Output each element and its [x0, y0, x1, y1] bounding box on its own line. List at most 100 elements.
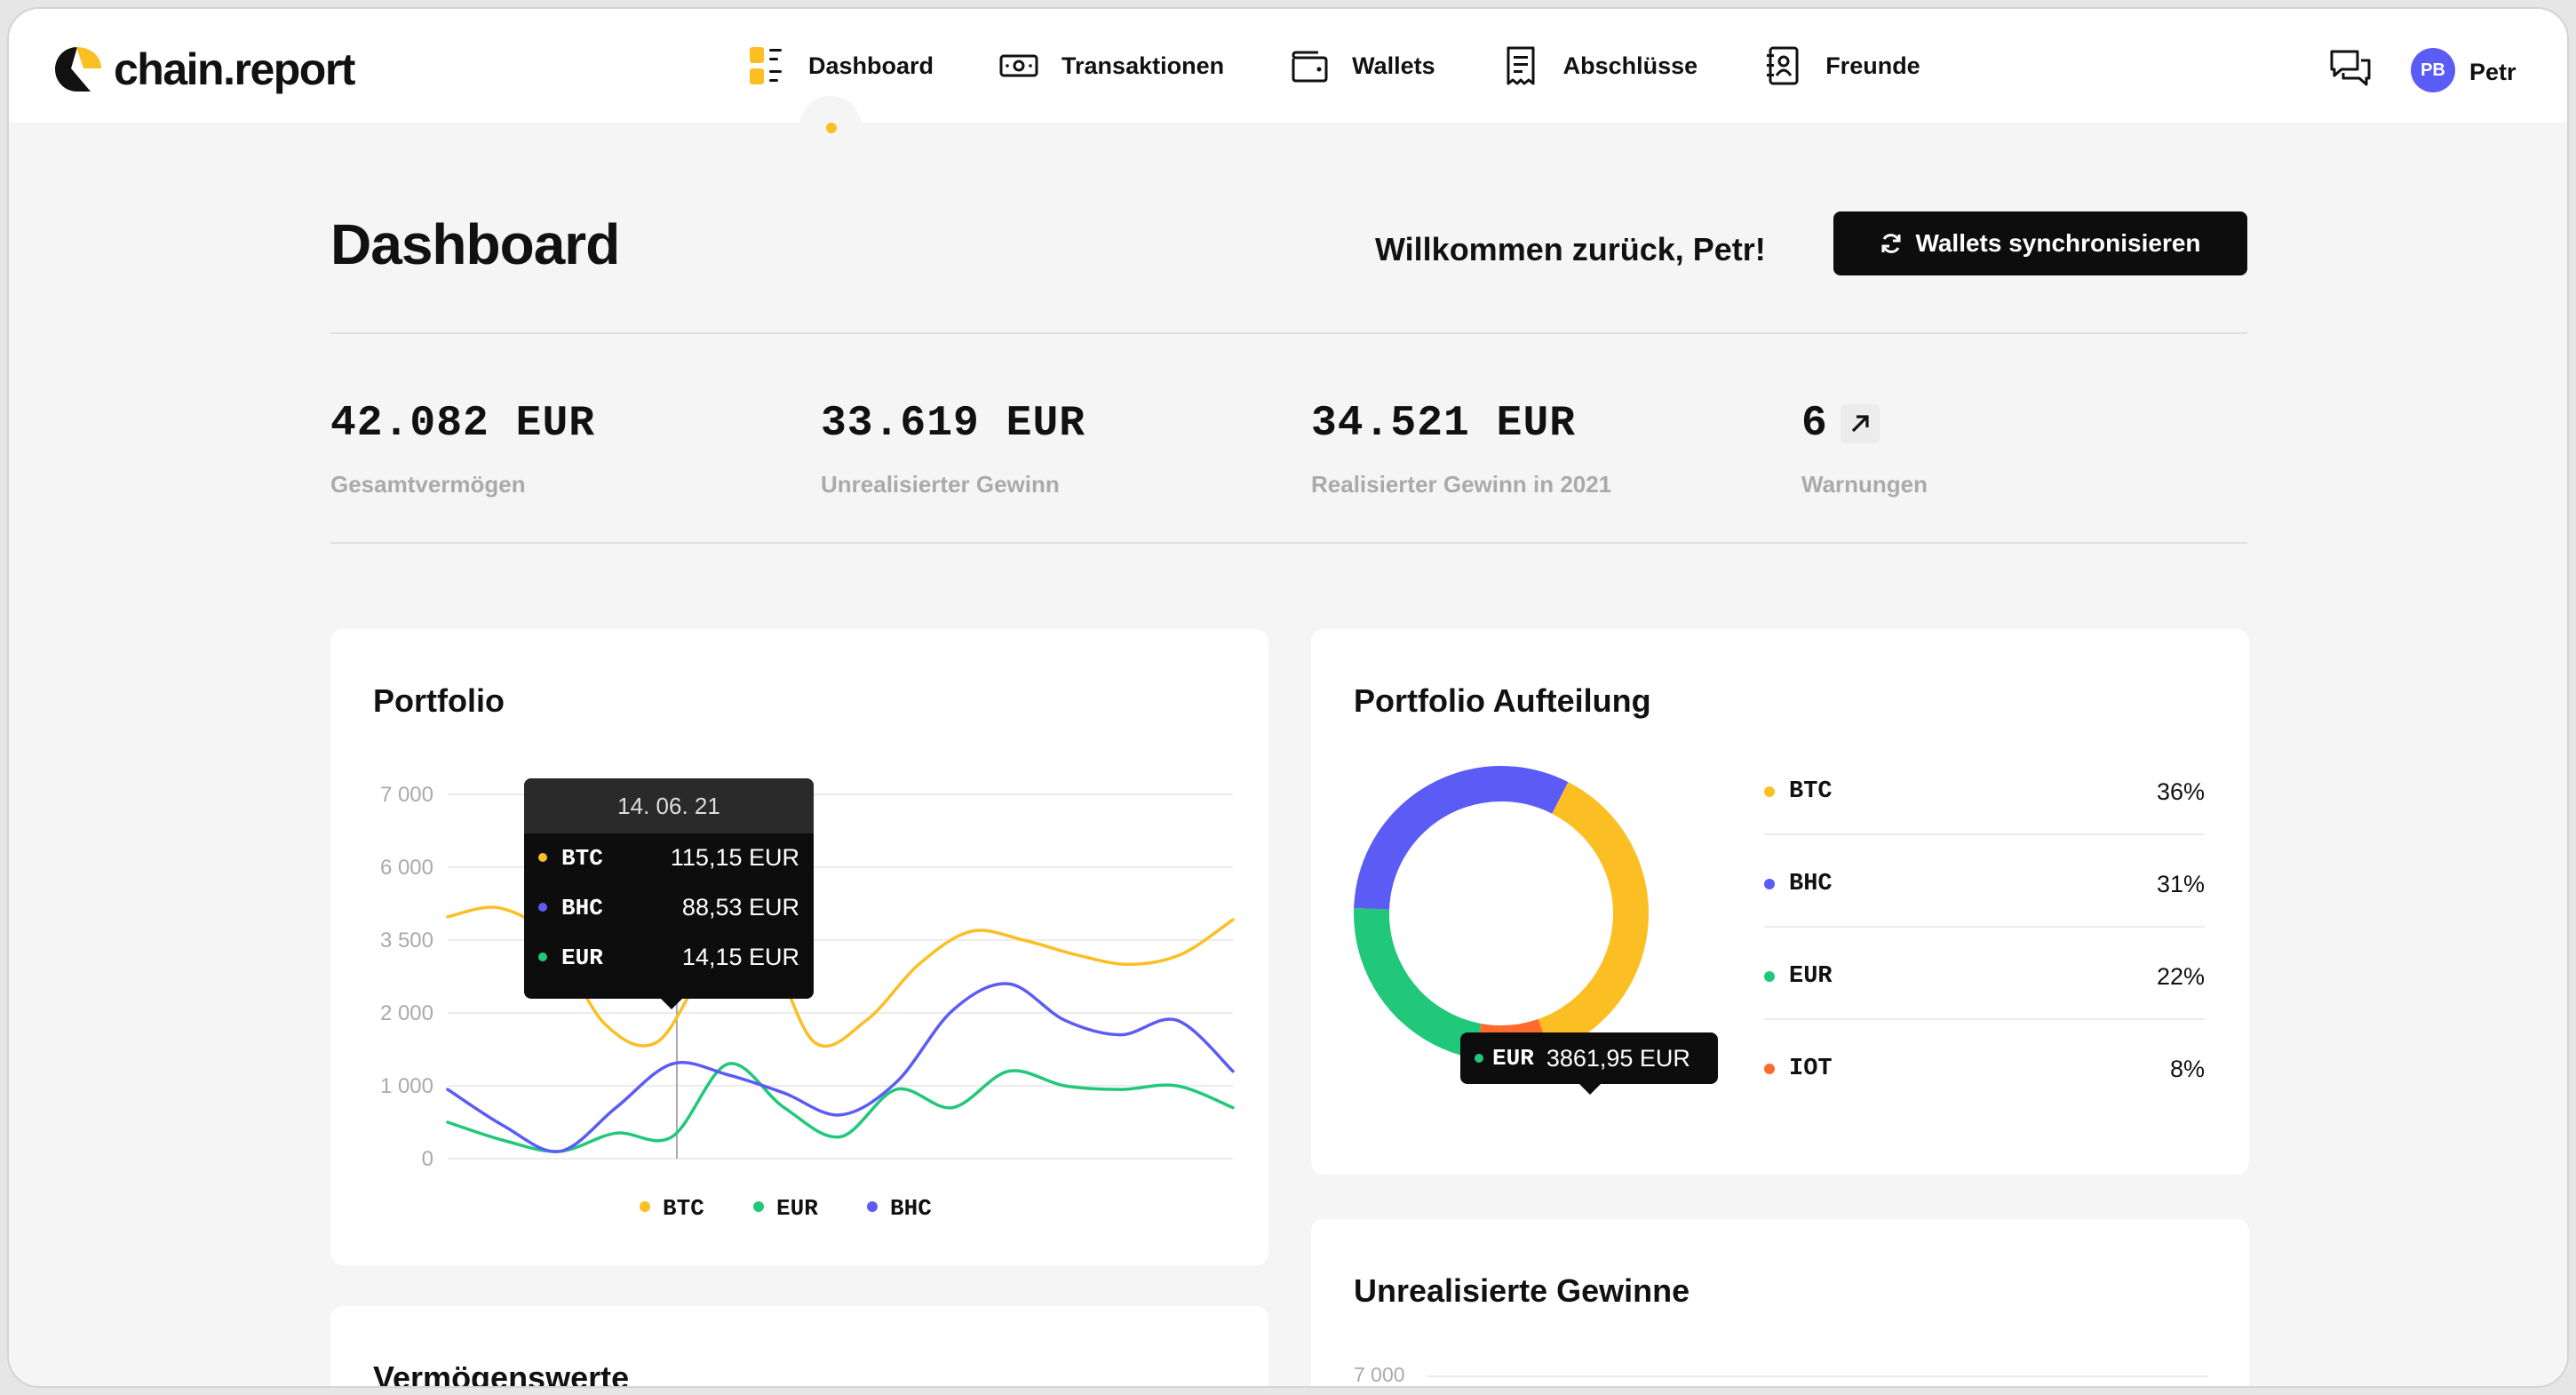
- brand-logo[interactable]: chain.report: [52, 37, 355, 101]
- y-tick-label: 1 000: [380, 1074, 433, 1098]
- stat-caption: Gesamtvermögen: [330, 471, 526, 498]
- tooltip-row-eur: EUR 14,15 EUR: [524, 933, 814, 983]
- legend-asset-name: IOT: [1789, 1056, 1833, 1082]
- nav-item-dashboard[interactable]: Dashboard: [746, 9, 934, 158]
- tooltip-series-value: 14,15 EUR: [681, 944, 799, 970]
- nav-label-freunde: Freunde: [1825, 52, 1920, 79]
- nav-item-wallets[interactable]: Wallets: [1290, 9, 1435, 123]
- stat-value: 42.082 EUR: [330, 400, 596, 448]
- page-title: Dashboard: [330, 212, 620, 276]
- portfolio-card: Portfolio 7 000 6 000 3 500 2 000 1 000 0 BTC E…: [330, 629, 1268, 1265]
- tooltip-dot: [1475, 1054, 1483, 1063]
- top-navigation-bar: chain.report Dashboard: [9, 9, 2567, 158]
- legend-dot: [1764, 971, 1775, 982]
- gridline: [1427, 1375, 2208, 1377]
- donut-slice-eur[interactable]: [1350, 762, 1652, 1064]
- series-line-eur[interactable]: [446, 1062, 1235, 1153]
- sync-wallets-label: Wallets synchronisieren: [1915, 229, 2201, 257]
- tooltip-rows: BTC 115,15 EUR BHC 88,53 EUR EUR 14,15 EUR: [524, 833, 814, 983]
- user-name[interactable]: Petr: [2469, 59, 2516, 85]
- tooltip-series-name: EUR: [561, 945, 603, 971]
- legend-dot-bhc: [867, 1201, 878, 1212]
- stat-total-assets: 42.082 EUR Gesamtvermögen: [330, 400, 595, 498]
- tooltip-pointer: [661, 999, 682, 1009]
- stat-unrealized-gain: 33.619 EUR Unrealisierter Gewinn: [821, 400, 1085, 498]
- donut-slice-btc[interactable]: [1350, 762, 1652, 1064]
- stat-warnings: 6 Warnungen: [1801, 400, 1928, 498]
- donut-slice-iot[interactable]: [1350, 762, 1652, 1064]
- allocation-legend-row-btc[interactable]: BTC 36%: [1764, 750, 2205, 835]
- tooltip-value: 3861,95 EUR: [1546, 1044, 1690, 1072]
- tooltip-pointer: [1579, 1084, 1601, 1095]
- legend-dot-eur: [753, 1201, 764, 1212]
- legend-dot: [1764, 1064, 1775, 1074]
- nav-label-wallets: Wallets: [1352, 52, 1435, 79]
- nav-item-freunde[interactable]: Freunde: [1763, 9, 1920, 123]
- refresh-icon: [1881, 234, 1901, 253]
- unrealized-gains-title: Unrealisierte Gewinne: [1354, 1272, 1690, 1309]
- arrow-up-right-icon[interactable]: [1840, 404, 1880, 443]
- assets-card: Vermögenswerte: [330, 1306, 1268, 1388]
- allocation-card: Portfolio Aufteilung BTC 36% BHC 31% EUR 22% I…: [1311, 629, 2249, 1175]
- stat-value-row: 6: [1801, 400, 1928, 448]
- allocation-legend-row-bhc[interactable]: BHC 31%: [1764, 842, 2205, 928]
- warnings-count: 6: [1801, 400, 1828, 448]
- nav-label-transaktionen: Transaktionen: [1061, 52, 1225, 79]
- banknote-icon: [999, 44, 1038, 87]
- donut-slice-bhc[interactable]: [1350, 762, 1652, 1064]
- tooltip-name: EUR: [1492, 1045, 1534, 1072]
- y-tick-label: 7 000: [1354, 1363, 1405, 1386]
- series-line-bhc[interactable]: [446, 982, 1235, 1153]
- y-tick-label: 7 000: [380, 783, 433, 807]
- assets-title: Vermögenswerte: [373, 1359, 630, 1388]
- user-avatar[interactable]: PB: [2411, 48, 2455, 92]
- legend-label-eur[interactable]: EUR: [776, 1195, 818, 1222]
- welcome-message: Willkommen zurück, Petr!: [1375, 231, 1766, 267]
- allocation-legend-row-iot[interactable]: IOT 8%: [1764, 1027, 2205, 1112]
- contact-book-icon: [1763, 44, 1802, 87]
- active-indicator-dot: [826, 123, 837, 133]
- wallet-icon: [1290, 44, 1329, 87]
- tooltip-series-name: BHC: [561, 895, 603, 921]
- brand-name: chain.report: [114, 44, 355, 94]
- portfolio-tooltip: 14. 06. 21 BTC 115,15 EUR BHC 88,53 EUR EUR 1…: [524, 778, 814, 1009]
- donut-slices: [1350, 762, 1652, 1064]
- app-window: chain.report Dashboard: [7, 7, 2569, 1388]
- y-tick-label: 0: [422, 1147, 433, 1171]
- legend-asset-name: EUR: [1789, 963, 1833, 990]
- allocation-donut-chart[interactable]: [1350, 762, 1652, 1064]
- legend-label-btc[interactable]: BTC: [663, 1195, 704, 1222]
- allocation-tooltip: EUR 3861,95 EUR: [1460, 1032, 1718, 1095]
- nav-item-transaktionen[interactable]: Transaktionen: [999, 9, 1224, 123]
- stat-value: 34.521 EUR: [1311, 400, 1577, 448]
- portfolio-line-chart[interactable]: 7 000 6 000 3 500 2 000 1 000 0 BTC EUR BHC: [330, 629, 1268, 1265]
- tooltip-row-bhc: BHC 88,53 EUR: [524, 883, 814, 933]
- legend-percent: 36%: [2156, 778, 2205, 805]
- legend-dot: [1764, 879, 1775, 889]
- divider: [330, 332, 2247, 334]
- legend-percent: 31%: [2156, 871, 2205, 897]
- receipt-icon: [1501, 44, 1540, 87]
- portfolio-title: Portfolio: [373, 682, 505, 719]
- tooltip-series-name: BTC: [561, 845, 603, 872]
- allocation-legend-row-eur[interactable]: EUR 22%: [1764, 935, 2205, 1020]
- divider: [330, 542, 2247, 544]
- legend-percent: 8%: [2169, 1056, 2205, 1082]
- unrealized-gains-card: Unrealisierte Gewinne 7 000: [1311, 1219, 2249, 1386]
- tooltip-series-value: 115,15 EUR: [670, 844, 799, 871]
- legend-percent: 22%: [2156, 963, 2205, 990]
- legend-asset-name: BTC: [1789, 778, 1833, 805]
- stat-realized-gain: 34.521 EUR Realisierter Gewinn in 2021: [1311, 400, 1611, 498]
- allocation-legend: BTC 36% BHC 31% EUR 22% IOT 8%: [1764, 750, 2205, 1105]
- sync-wallets-button[interactable]: Wallets synchronisieren: [1833, 211, 2247, 275]
- allocation-title: Portfolio Aufteilung: [1354, 682, 1651, 719]
- stat-value: 33.619 EUR: [821, 400, 1086, 448]
- stat-caption: Warnungen: [1801, 471, 1928, 498]
- messages-icon[interactable]: [2329, 48, 2372, 89]
- tooltip-date: 14. 06. 21: [524, 778, 814, 833]
- main-nav: Dashboard Transaktionen: [746, 9, 1986, 158]
- nav-item-abschluesse[interactable]: Abschlüsse: [1501, 9, 1697, 123]
- legend-label-bhc[interactable]: BHC: [890, 1195, 932, 1222]
- y-tick-label: 2 000: [380, 1001, 433, 1025]
- tooltip-dot: [538, 953, 547, 961]
